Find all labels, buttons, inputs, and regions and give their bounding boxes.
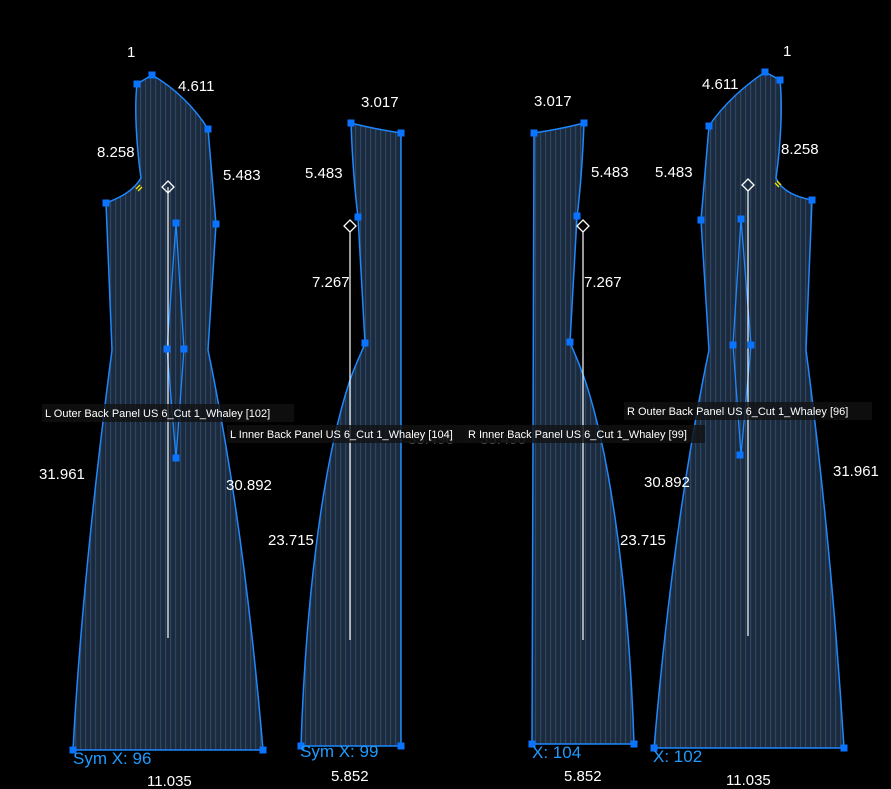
control-points[interactable] [650,68,848,752]
right-side-measure: 31.961 [833,463,879,480]
hem-measure: 11.035 [726,772,771,789]
armhole-measure: 5.483 [223,167,261,184]
top-measure: 3.017 [361,94,399,111]
grain-handle-icon[interactable] [161,180,175,194]
piece-name-label[interactable]: L Inner Back Panel US 6_Cut 1_Whaley [10… [227,425,473,443]
symmetry-axis-label: Sym X: 96 [73,749,151,768]
axis-label: X: 102 [653,747,702,766]
mid-side-measure: 7.267 [312,274,350,291]
top-point-label: 1 [783,43,791,60]
right-side-measure: 30.892 [226,477,272,494]
piece-name-text: R Inner Back Panel US 6_Cut 1_Whaley [99… [468,429,687,441]
axis-label: X: 104 [532,743,581,762]
piece-name-text: R Outer Back Panel US 6_Cut 1_Whaley [96… [627,406,848,418]
left-side-measure: 30.892 [644,474,690,491]
notch-mark [776,180,782,186]
top-measure: 3.017 [534,93,572,110]
control-points[interactable] [297,119,405,750]
neck-measure: 4.611 [702,76,738,93]
left-side-measure: 31.961 [39,466,85,483]
lower-side-measure: 23.715 [268,532,314,549]
control-points[interactable] [69,71,267,754]
upper-side-measure: 5.483 [305,165,343,182]
piece-name-label[interactable]: R Outer Back Panel US 6_Cut 1_Whaley [96… [624,402,872,420]
grain-handle-icon[interactable] [576,219,590,233]
mid-side-measure: 7.267 [584,274,622,291]
control-points[interactable] [528,119,638,748]
notch-mark [137,186,143,192]
upper-side-measure: 5.483 [591,164,629,181]
top-point-label: 1 [127,44,135,61]
piece-name-label[interactable]: R Inner Back Panel US 6_Cut 1_Whaley [99… [465,425,705,443]
grain-handle-icon[interactable] [343,219,357,233]
hem-measure: 5.852 [331,768,369,785]
lower-side-measure: 23.715 [620,532,666,549]
neck-measure: 4.611 [178,78,214,95]
shoulder-measure: 8.258 [781,141,819,158]
hem-measure: 5.852 [564,768,602,785]
armhole-measure: 5.483 [655,164,693,181]
notch-mark [135,184,141,190]
notch-mark [774,182,780,188]
grain-handle-icon[interactable] [741,178,755,192]
shoulder-measure: 8.258 [97,144,135,161]
hem-measure: 11.035 [147,773,192,789]
piece-name-label[interactable]: L Outer Back Panel US 6_Cut 1_Whaley [10… [42,404,294,422]
piece-name-text: L Inner Back Panel US 6_Cut 1_Whaley [10… [230,429,453,441]
symmetry-axis-label: Sym X: 99 [300,742,378,761]
piece-name-text: L Outer Back Panel US 6_Cut 1_Whaley [10… [45,408,270,420]
